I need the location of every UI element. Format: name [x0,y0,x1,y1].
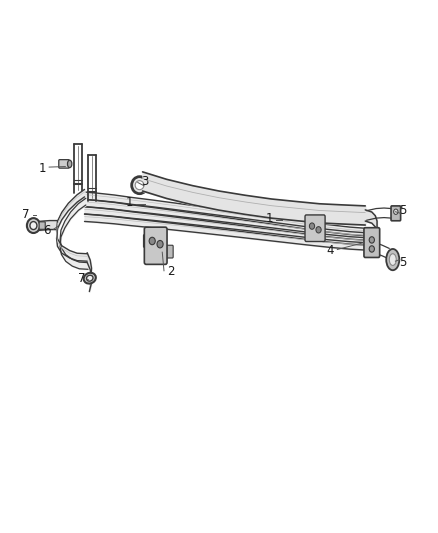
Text: 1: 1 [126,196,133,209]
FancyBboxPatch shape [391,206,401,221]
Text: 2: 2 [167,265,175,278]
Text: 5: 5 [399,204,406,217]
Ellipse shape [132,176,148,193]
Circle shape [316,227,321,233]
Text: 7: 7 [22,208,30,221]
FancyBboxPatch shape [145,227,167,264]
Ellipse shape [87,275,93,281]
Text: 1: 1 [39,161,46,175]
FancyBboxPatch shape [305,215,325,241]
Circle shape [369,246,374,252]
Text: 7: 7 [78,272,85,285]
Text: 1: 1 [265,212,273,225]
FancyBboxPatch shape [166,245,173,258]
Circle shape [149,237,155,245]
Ellipse shape [27,218,40,233]
Ellipse shape [386,249,399,270]
Circle shape [369,237,374,243]
Circle shape [157,240,163,248]
FancyBboxPatch shape [59,160,69,168]
Text: 3: 3 [141,175,148,188]
FancyBboxPatch shape [364,228,380,257]
Circle shape [394,209,398,214]
FancyBboxPatch shape [39,222,45,229]
Ellipse shape [67,160,72,167]
Ellipse shape [30,222,37,230]
FancyBboxPatch shape [144,235,150,247]
Text: 4: 4 [327,244,334,257]
Ellipse shape [135,181,144,190]
Ellipse shape [84,273,96,284]
Text: 5: 5 [399,256,406,269]
Ellipse shape [389,254,396,265]
Circle shape [309,223,314,229]
Text: 6: 6 [43,224,50,237]
